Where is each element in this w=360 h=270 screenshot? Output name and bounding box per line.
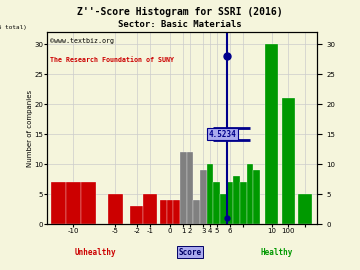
Bar xyxy=(193,200,200,224)
Text: (246 total): (246 total) xyxy=(0,25,27,30)
Bar xyxy=(167,200,174,224)
Bar xyxy=(51,182,66,224)
Bar xyxy=(240,182,247,224)
Text: Score: Score xyxy=(178,248,202,257)
Bar xyxy=(200,170,207,224)
Bar xyxy=(66,182,81,224)
Bar xyxy=(265,44,279,224)
Bar xyxy=(253,170,260,224)
Bar xyxy=(160,200,167,224)
Text: Z''-Score Histogram for SSRI (2016): Z''-Score Histogram for SSRI (2016) xyxy=(77,7,283,17)
Bar xyxy=(234,176,240,224)
Bar xyxy=(180,152,187,224)
Bar xyxy=(282,98,295,224)
Bar xyxy=(227,182,234,224)
Bar xyxy=(213,182,220,224)
Y-axis label: Number of companies: Number of companies xyxy=(27,90,33,167)
Bar xyxy=(108,194,123,224)
Text: Unhealthy: Unhealthy xyxy=(75,248,116,257)
Bar xyxy=(174,200,180,224)
Text: ©www.textbiz.org: ©www.textbiz.org xyxy=(50,38,113,44)
Bar xyxy=(298,194,312,224)
Bar xyxy=(220,194,227,224)
Bar xyxy=(207,164,213,224)
Text: Sector: Basic Materials: Sector: Basic Materials xyxy=(118,20,242,29)
Bar xyxy=(81,182,96,224)
Text: 4.5234: 4.5234 xyxy=(209,130,237,139)
Bar xyxy=(130,206,144,224)
Text: Healthy: Healthy xyxy=(260,248,292,257)
Bar xyxy=(247,164,253,224)
Bar xyxy=(144,194,157,224)
Bar xyxy=(187,152,193,224)
Text: The Research Foundation of SUNY: The Research Foundation of SUNY xyxy=(50,57,174,63)
